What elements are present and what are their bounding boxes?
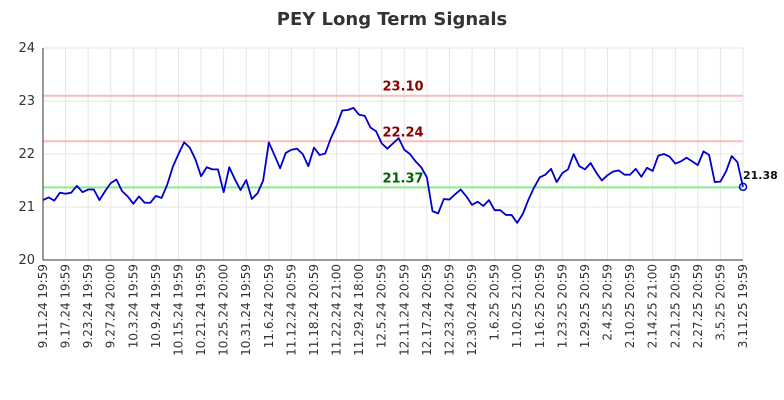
x-tick-label: 3.11.25 19:59 xyxy=(736,264,750,348)
chart-title: PEY Long Term Signals xyxy=(277,9,507,30)
signal-label: 23.10 xyxy=(382,80,423,95)
labels: 23.10 22.24 21.37 21.38 xyxy=(382,80,777,187)
x-tick-label: 11.12.24 20:59 xyxy=(284,264,298,356)
x-tick-label: 9.27.24 20:00 xyxy=(104,264,118,348)
x-tick-label: 12.5.24 20:59 xyxy=(375,264,389,348)
x-tick-label: 11.6.24 20:59 xyxy=(262,264,276,348)
x-tick-label: 1.10.25 21:00 xyxy=(510,264,524,348)
x-tick-label: 9.17.24 19:59 xyxy=(59,264,73,348)
x-tick-label: 12.11.24 20:59 xyxy=(397,264,411,356)
x-tick-label: 10.15.24 19:59 xyxy=(171,264,185,356)
price-line xyxy=(42,106,744,224)
signal-lines xyxy=(43,94,743,189)
last-value-label: 21.38 xyxy=(743,169,778,182)
signal-label: 22.24 xyxy=(382,125,423,140)
x-tick-label: 11.29.24 18:00 xyxy=(352,264,366,356)
x-tick-label: 2.27.25 20:59 xyxy=(691,264,705,348)
x-tick-label: 11.22.24 21:00 xyxy=(330,264,344,356)
x-tick-label: 10.31.24 19:59 xyxy=(239,264,253,356)
x-tick-label: 10.3.24 19:59 xyxy=(126,264,140,348)
x-tick-label: 9.11.24 19:59 xyxy=(36,264,50,348)
x-tick-label: 1.6.25 20:59 xyxy=(488,264,502,341)
axes: 20 21 22 23 24 9.11.24 19:59 9.17.24 19:59 9.23… xyxy=(18,41,750,356)
x-tick-label: 2.4.25 20:59 xyxy=(601,264,615,341)
x-tick-label: 11.18.24 20:59 xyxy=(307,264,321,356)
price-series xyxy=(42,106,748,224)
x-tick-label: 9.23.24 19:59 xyxy=(81,264,95,348)
x-tick-label: 1.29.25 20:59 xyxy=(578,264,592,348)
x-tick-label: 1.23.25 20:59 xyxy=(555,264,569,348)
x-tick-label: 10.25.24 20:00 xyxy=(217,264,231,356)
y-tick-label: 21 xyxy=(18,200,35,215)
y-tick-label: 20 xyxy=(18,253,35,268)
last-point-marker xyxy=(738,182,748,192)
x-tick-label: 2.10.25 20:59 xyxy=(623,264,637,348)
x-tick-label: 2.21.25 20:59 xyxy=(668,264,682,348)
x-tick-label: 10.21.24 19:59 xyxy=(194,264,208,356)
x-tick-label: 12.17.24 20:59 xyxy=(420,264,434,356)
signal-label: 21.37 xyxy=(382,171,423,186)
y-tick-label: 22 xyxy=(18,147,35,162)
y-tick-label: 24 xyxy=(18,41,35,56)
x-tick-label: 10.9.24 19:59 xyxy=(149,264,163,348)
x-tick-label: 12.23.24 20:59 xyxy=(442,264,456,356)
x-tick-label: 1.16.25 20:59 xyxy=(533,264,547,348)
x-tick-label: 3.5.25 20:59 xyxy=(713,264,727,341)
x-tick-label: 12.30.24 20:59 xyxy=(465,264,479,356)
y-tick-label: 23 xyxy=(18,94,35,109)
x-tick-label: 2.14.25 21:00 xyxy=(646,264,660,348)
